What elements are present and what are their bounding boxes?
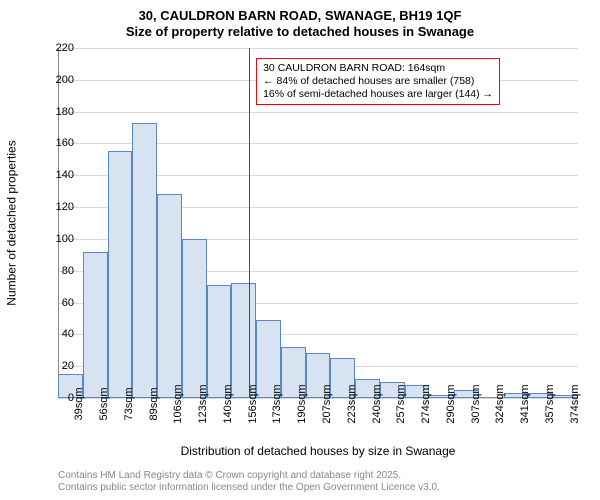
x-tick-label: 290sqm (445, 384, 457, 423)
y-tick-label: 120 (34, 201, 74, 213)
annotation-line: 16% of semi-detached houses are larger (… (263, 88, 493, 101)
annotation-box: 30 CAULDRON BARN ROAD: 164sqm← 84% of de… (256, 58, 500, 105)
y-axis-label-wrap: Number of detached properties (4, 48, 20, 398)
x-tick-label: 73sqm (123, 387, 135, 420)
title-line-1: 30, CAULDRON BARN ROAD, SWANAGE, BH19 1Q… (0, 8, 600, 23)
attribution-line-2: Contains public sector information licen… (58, 482, 440, 494)
y-tick-label: 180 (34, 106, 74, 118)
histogram-bar (182, 239, 207, 398)
x-tick-label: 274sqm (420, 384, 432, 423)
y-tick-label: 100 (34, 233, 74, 245)
histogram-bar (108, 151, 133, 398)
y-tick-label: 160 (34, 137, 74, 149)
histogram-bar (207, 285, 232, 398)
x-tick-label: 307sqm (470, 384, 482, 423)
y-tick-label: 40 (34, 328, 74, 340)
histogram-bar (132, 123, 157, 398)
y-tick-label: 220 (34, 42, 74, 54)
chart-container: 30, CAULDRON BARN ROAD, SWANAGE, BH19 1Q… (0, 0, 600, 500)
gridline (58, 112, 578, 113)
reference-line (249, 48, 250, 398)
x-tick-label: 257sqm (395, 384, 407, 423)
y-tick-label: 20 (34, 360, 74, 372)
y-tick-label: 200 (34, 74, 74, 86)
title-line-2: Size of property relative to detached ho… (0, 24, 600, 39)
histogram-bar (157, 194, 182, 398)
y-tick-label: 0 (34, 392, 74, 404)
x-tick-label: 106sqm (172, 384, 184, 423)
y-tick-label: 140 (34, 169, 74, 181)
x-tick-label: 240sqm (371, 384, 383, 423)
x-tick-label: 39sqm (73, 387, 85, 420)
attribution: Contains HM Land Registry data © Crown c… (58, 470, 440, 494)
y-tick-label: 80 (34, 265, 74, 277)
x-axis-label: Distribution of detached houses by size … (58, 444, 578, 458)
x-tick-label: 140sqm (222, 384, 234, 423)
x-tick-label: 156sqm (247, 384, 259, 423)
x-tick-label: 173sqm (271, 384, 283, 423)
x-tick-label: 374sqm (569, 384, 581, 423)
x-tick-label: 341sqm (519, 384, 531, 423)
gridline (58, 48, 578, 49)
x-tick-label: 324sqm (494, 384, 506, 423)
x-tick-label: 223sqm (346, 384, 358, 423)
y-tick-label: 60 (34, 297, 74, 309)
x-tick-label: 207sqm (321, 384, 333, 423)
x-tick-label: 89sqm (148, 387, 160, 420)
annotation-line: ← 84% of detached houses are smaller (75… (263, 75, 493, 88)
x-tick-label: 123sqm (197, 384, 209, 423)
annotation-line: 30 CAULDRON BARN ROAD: 164sqm (263, 62, 493, 75)
histogram-bar (83, 252, 108, 398)
y-axis-line (58, 48, 59, 398)
histogram-bar (231, 283, 256, 398)
plot-area: 30 CAULDRON BARN ROAD: 164sqm← 84% of de… (58, 48, 578, 398)
x-tick-label: 56sqm (98, 387, 110, 420)
x-tick-label: 190sqm (296, 384, 308, 423)
x-tick-label: 357sqm (544, 384, 556, 423)
attribution-line-1: Contains HM Land Registry data © Crown c… (58, 470, 440, 482)
y-axis-label: Number of detached properties (5, 140, 19, 305)
